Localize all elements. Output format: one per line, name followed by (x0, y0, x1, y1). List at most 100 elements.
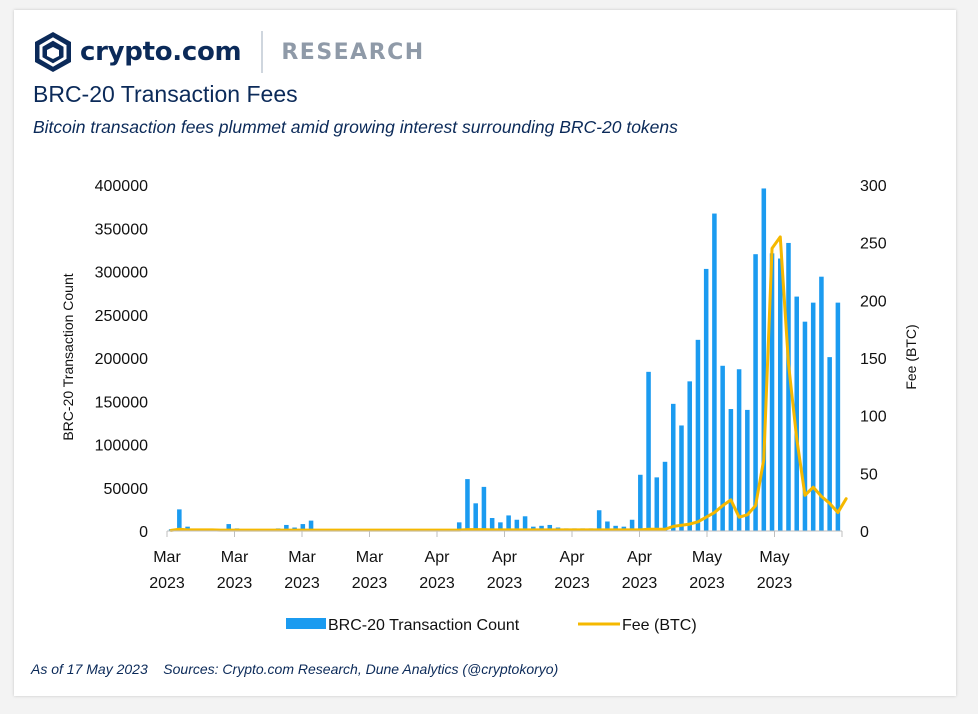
bar-transaction-count (646, 371, 651, 531)
bar-transaction-count (300, 524, 306, 531)
x-tick-label-month: Mar (288, 549, 316, 566)
bar-transaction-count (745, 409, 750, 531)
x-tick-label-month: May (759, 549, 789, 566)
bar-transaction-count (596, 510, 602, 531)
y-left-tick-label: 150000 (95, 394, 148, 411)
bar-transaction-count (778, 258, 783, 531)
legend-swatch-transaction-count (286, 618, 326, 629)
x-axis-ticks: Mar 2023 Mar 2023 Mar 2023 Mar 2023 Apr 2023 Apr 20… (149, 531, 843, 592)
bar-transaction-count (695, 339, 701, 531)
bars-layer (168, 188, 841, 532)
y-left-tick-label: 50000 (104, 481, 149, 498)
bar-transaction-count (605, 521, 610, 531)
y-left-tick-label: 400000 (95, 178, 148, 195)
legend-label-fee: Fee (BTC) (622, 617, 697, 634)
bar-transaction-count (284, 524, 289, 531)
x-tick-label-year: 2023 (757, 575, 793, 592)
chart-subtitle: Bitcoin transaction fees plummet amid gr… (33, 117, 678, 137)
bar-transaction-count (473, 503, 478, 531)
bar-transaction-count (522, 516, 528, 531)
footer-sources: As of 17 May 2023 Sources: Crypto.com Re… (31, 661, 559, 677)
bar-transaction-count (506, 515, 511, 531)
x-tick-label-year: 2023 (689, 575, 725, 592)
x-tick-label-month: Apr (425, 549, 451, 566)
bar-transaction-count (712, 213, 717, 532)
x-tick-label-year: 2023 (217, 575, 253, 592)
y-right-tick-label: 0 (860, 524, 869, 541)
bar-transaction-count (308, 520, 314, 531)
bar-transaction-count (456, 522, 462, 531)
y-left-tick-label: 350000 (95, 221, 148, 238)
y-axis-right: 0 50 100 150 200 250 300 (860, 178, 887, 541)
logo-divider (261, 31, 264, 73)
y-right-tick-label: 300 (860, 178, 887, 195)
logo-row: crypto.com RESEARCH (34, 30, 425, 74)
brand-name: crypto.com (80, 37, 242, 67)
x-tick-label-year: 2023 (419, 575, 455, 592)
bar-transaction-count (769, 253, 775, 531)
x-tick-label-month: Mar (356, 549, 384, 566)
y-right-tick-label: 50 (860, 466, 878, 483)
y-right-tick-label: 250 (860, 236, 887, 253)
y-left-tick-label: 300000 (95, 265, 148, 282)
bar-transaction-count (481, 486, 487, 531)
x-tick-label-year: 2023 (352, 575, 388, 592)
y-right-tick-label: 150 (860, 351, 887, 368)
bar-transaction-count (810, 302, 816, 531)
x-tick-label-month: Mar (221, 549, 249, 566)
bar-transaction-count (498, 522, 503, 531)
bar-transaction-count (489, 518, 495, 531)
bar-transaction-count (547, 524, 553, 531)
y-left-tick-label: 200000 (95, 351, 148, 368)
x-tick-label-month: Mar (153, 549, 181, 566)
bar-transaction-count (638, 474, 643, 531)
y-axis-left: 0 50000 100000 150000 200000 250000 300000 3500… (95, 178, 148, 541)
bar-transaction-count (687, 381, 692, 531)
y-right-tick-label: 200 (860, 293, 887, 310)
y-axis-right-title: Fee (BTC) (903, 324, 919, 389)
bar-transaction-count (465, 479, 470, 531)
bar-transaction-count (728, 409, 734, 531)
line-layer (169, 235, 848, 532)
y-left-tick-label: 100000 (95, 438, 148, 455)
bar-transaction-count (629, 519, 635, 531)
bar-transaction-count (786, 242, 791, 531)
y-right-tick-label: 100 (860, 409, 887, 426)
fee-line (169, 235, 848, 532)
bar-transaction-count (736, 369, 742, 531)
bar-transaction-count (819, 276, 824, 531)
x-tick-label-year: 2023 (487, 575, 523, 592)
bar-transaction-count (753, 254, 758, 531)
x-tick-label-year: 2023 (284, 575, 320, 592)
bar-transaction-count (514, 519, 520, 531)
legend-label-transaction-count: BRC-20 Transaction Count (328, 617, 520, 634)
bar-transaction-count (703, 268, 709, 531)
bar-transaction-count (794, 296, 799, 531)
x-tick-label-month: May (692, 549, 722, 566)
bar-transaction-count (226, 524, 231, 531)
legend: BRC-20 Transaction Count Fee (BTC) (286, 617, 697, 634)
bar-transaction-count (662, 461, 668, 531)
bar-transaction-count (802, 321, 808, 531)
research-label: RESEARCH (281, 39, 425, 65)
bar-transaction-count (761, 188, 767, 531)
y-axis-left-title: BRC-20 Transaction Count (60, 273, 76, 440)
crypto-com-logo-icon (35, 32, 71, 72)
y-left-tick-label: 250000 (95, 308, 148, 325)
x-tick-label-month: Apr (627, 549, 653, 566)
x-tick-label-year: 2023 (149, 575, 185, 592)
bar-transaction-count (720, 365, 725, 531)
bar-transaction-count (827, 357, 832, 531)
x-tick-label-year: 2023 (622, 575, 658, 592)
bar-transaction-count (670, 403, 676, 531)
x-tick-label-year: 2023 (554, 575, 590, 592)
y-left-tick-label: 0 (139, 524, 148, 541)
x-tick-label-month: Apr (492, 549, 518, 566)
bar-transaction-count (177, 509, 182, 532)
chart-card: crypto.com RESEARCH BRC-20 Transaction F… (14, 10, 956, 696)
bar-transaction-count (654, 477, 660, 531)
x-tick-label-month: Apr (560, 549, 586, 566)
bar-transaction-count (679, 425, 684, 531)
chart-title: BRC-20 Transaction Fees (33, 81, 298, 107)
